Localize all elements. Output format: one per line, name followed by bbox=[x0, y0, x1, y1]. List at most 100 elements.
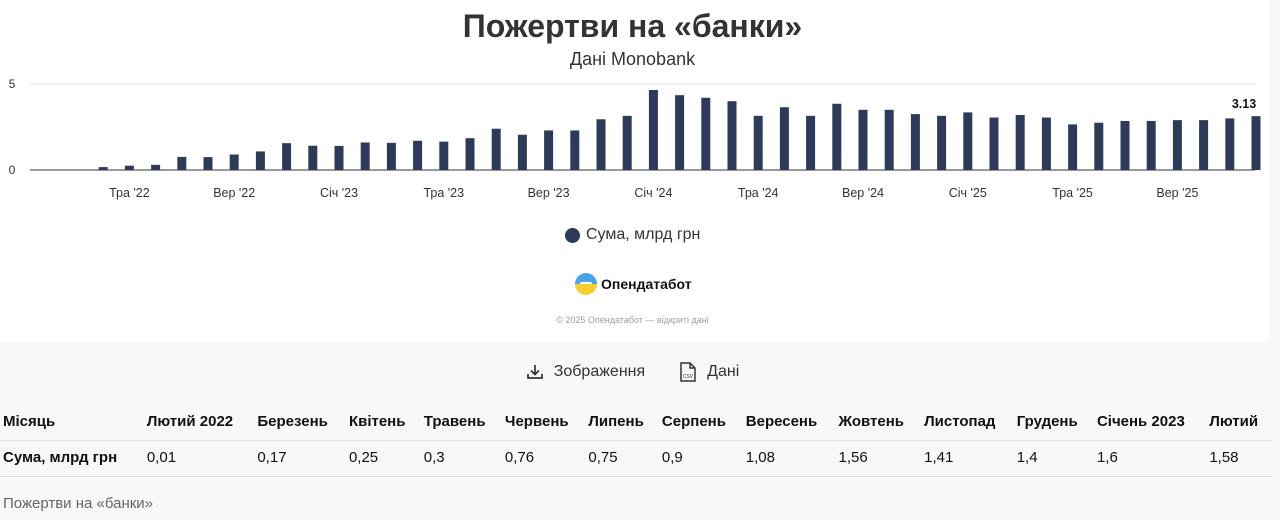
bar bbox=[753, 115, 763, 170]
bar bbox=[255, 151, 265, 170]
bar bbox=[177, 156, 187, 170]
table-cell: 0,17 bbox=[254, 440, 346, 477]
bar bbox=[413, 140, 423, 170]
bar bbox=[832, 103, 842, 170]
table-header-cell: Травень bbox=[420, 405, 502, 441]
table-header-cell: Березень bbox=[254, 405, 346, 441]
table-header-cell: Вересень bbox=[742, 405, 836, 441]
table-cell: 1,58 bbox=[1206, 440, 1272, 477]
table-header-label: Місяць bbox=[0, 405, 144, 441]
bar bbox=[963, 112, 973, 170]
download-image-button[interactable]: Зображення bbox=[526, 362, 645, 382]
bar bbox=[517, 134, 527, 170]
table-cell: 1,41 bbox=[921, 440, 1014, 477]
x-tick-label: Вер '23 bbox=[528, 186, 570, 200]
legend-marker bbox=[565, 227, 580, 243]
copyright: © 2025 Опендатабот — відкриті дані bbox=[556, 315, 709, 325]
svg-text:CSV: CSV bbox=[683, 374, 694, 380]
bar bbox=[910, 114, 920, 170]
export-actions: Зображення CSV Дані bbox=[0, 362, 1265, 382]
table-header-cell: Серпень bbox=[658, 405, 743, 441]
bar bbox=[151, 164, 161, 170]
bar-chart: 5 0 Тра '22 Вер '22 Січ '23 Тра '23 Вер '23 Січ… bbox=[9, 77, 1261, 200]
bar bbox=[229, 154, 239, 170]
bar bbox=[1068, 124, 1078, 170]
table-row: Сума, млрд грн 0,01 0,17 0,25 0,3 0,76 0,75 0,9… bbox=[0, 440, 1272, 477]
bar bbox=[701, 97, 711, 170]
chart-card: Пожертви на «банки» Дані Monobank 5 0 Тра … bbox=[8, 8, 1261, 325]
bar bbox=[1225, 118, 1235, 170]
bar bbox=[72, 169, 82, 171]
x-tick-label: Тра '24 bbox=[738, 186, 779, 200]
table-header-cell: Грудень bbox=[1013, 405, 1094, 441]
table-cell: 0,9 bbox=[658, 440, 743, 477]
brand: Опендатабот bbox=[575, 273, 692, 295]
data-label: 3.13 bbox=[1232, 97, 1256, 111]
bar bbox=[858, 109, 868, 170]
bar bbox=[1251, 116, 1261, 170]
y-tick-label: 5 bbox=[9, 77, 16, 91]
data-table: Місяць Лютий 2022 Березень Квітень Травень Че… bbox=[0, 405, 1272, 477]
bar bbox=[360, 142, 370, 170]
x-tick-label: Вер '22 bbox=[213, 186, 255, 200]
table-caption: Пожертви на «банки» bbox=[3, 495, 154, 512]
bar bbox=[1015, 114, 1025, 170]
table-header-cell: Листопад bbox=[921, 405, 1014, 441]
bar bbox=[779, 107, 789, 170]
legend-label: Сума, млрд грн bbox=[586, 226, 701, 243]
bar bbox=[1120, 120, 1130, 170]
table-cell: 0,75 bbox=[585, 440, 659, 477]
table-cell: 1,08 bbox=[742, 440, 836, 477]
bar bbox=[1094, 122, 1104, 170]
bar bbox=[648, 90, 658, 170]
table-cell: 0,01 bbox=[143, 440, 255, 477]
x-tick-label: Тра '23 bbox=[423, 186, 464, 200]
x-tick-label: Січ '25 bbox=[949, 186, 987, 200]
download-data-button[interactable]: CSV Дані bbox=[679, 362, 739, 382]
bar bbox=[989, 117, 999, 170]
bar bbox=[308, 145, 318, 170]
bar bbox=[203, 157, 213, 170]
bar bbox=[675, 95, 685, 170]
table-header-cell: Жовтень bbox=[835, 405, 922, 441]
table-header-cell: Лютий bbox=[1206, 405, 1272, 441]
bar bbox=[596, 119, 606, 170]
chart-legend[interactable]: Сума, млрд грн bbox=[565, 226, 700, 244]
x-tick-label: Січ '24 bbox=[634, 186, 672, 200]
chart-subtitle: Дані Monobank bbox=[569, 49, 696, 69]
table-cell: 1,56 bbox=[835, 440, 922, 477]
download-image-label: Зображення bbox=[553, 363, 646, 380]
brand-name: Опендатабот bbox=[601, 276, 692, 292]
x-tick-label: Вер '24 bbox=[842, 186, 884, 200]
table-header-cell: Лютий 2022 bbox=[143, 405, 255, 441]
table-header-row: Місяць Лютий 2022 Березень Квітень Травень Че… bbox=[0, 405, 1272, 441]
table-header-cell: Січень 2023 bbox=[1093, 405, 1207, 441]
x-tick-label: Тра '22 bbox=[109, 186, 150, 200]
table-cell: 0,3 bbox=[420, 440, 502, 477]
bar bbox=[937, 115, 947, 170]
table-header-cell: Червень bbox=[501, 405, 586, 441]
download-icon bbox=[526, 365, 543, 379]
csv-file-icon: CSV bbox=[680, 362, 696, 382]
bar bbox=[334, 145, 344, 170]
x-tick-label: Січ '23 bbox=[320, 186, 358, 200]
table-cell: 1,6 bbox=[1093, 440, 1207, 477]
x-tick-label: Вер '25 bbox=[1156, 186, 1198, 200]
chart-title: Пожертви на «банки» bbox=[462, 8, 803, 44]
bar bbox=[570, 130, 580, 170]
table-cell: 0,76 bbox=[501, 440, 586, 477]
bar bbox=[439, 141, 449, 170]
x-tick-label: Тра '25 bbox=[1052, 186, 1093, 200]
bar bbox=[491, 128, 501, 170]
bar bbox=[386, 142, 396, 170]
bar bbox=[544, 130, 554, 170]
table-row-label: Сума, млрд грн bbox=[0, 440, 144, 477]
y-tick-label: 0 bbox=[9, 163, 16, 177]
bar bbox=[727, 101, 737, 170]
table-header-cell: Липень bbox=[585, 405, 659, 441]
bar bbox=[465, 138, 475, 170]
bar bbox=[1041, 117, 1051, 170]
bar bbox=[1146, 120, 1156, 170]
brand-logo-icon bbox=[575, 273, 597, 295]
bar bbox=[1172, 120, 1182, 170]
